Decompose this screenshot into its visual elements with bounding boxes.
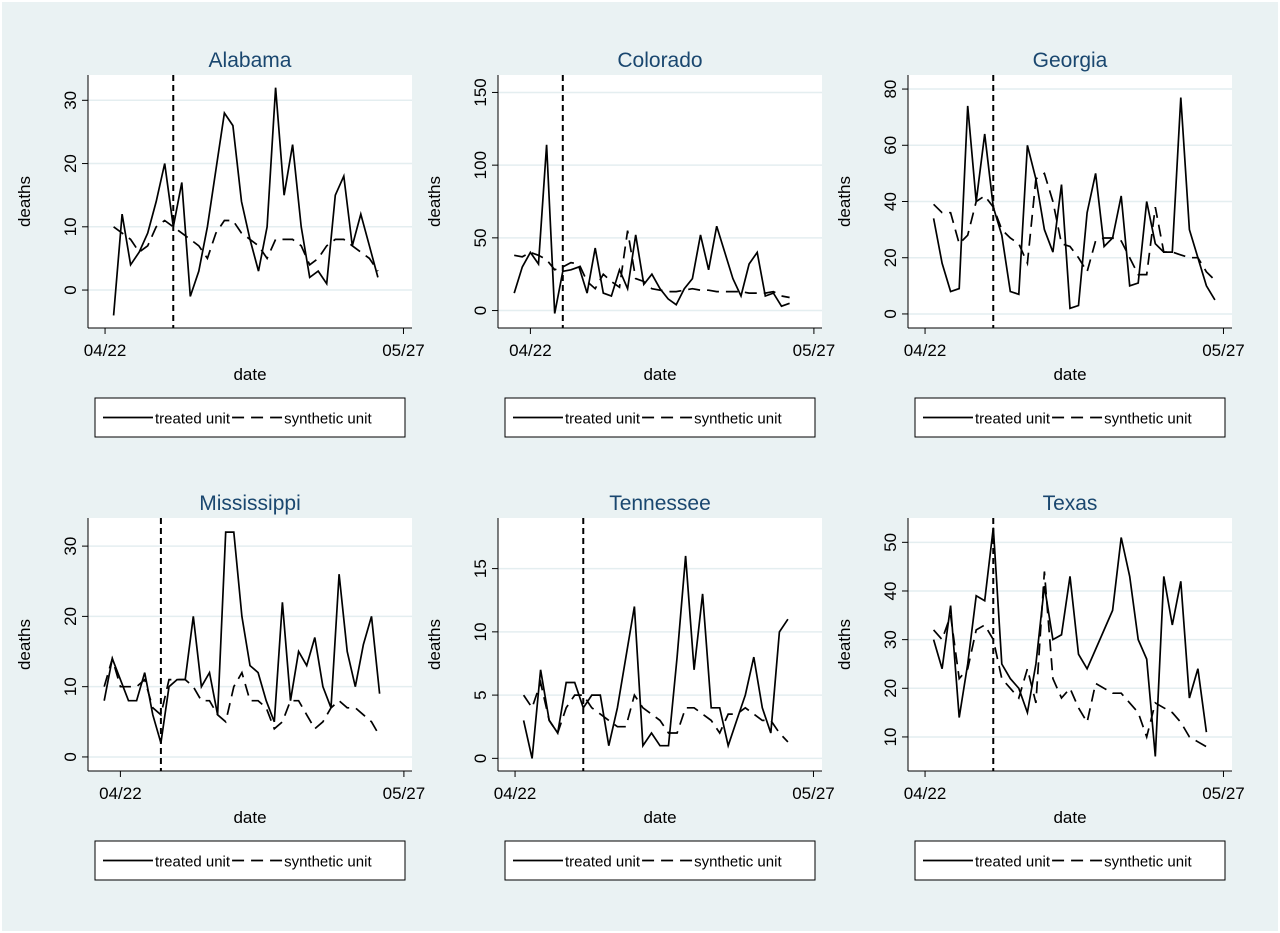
- x-axis-label: date: [233, 808, 266, 827]
- x-tick-label: 05/27: [1202, 341, 1245, 360]
- chart-title: Georgia: [1033, 49, 1108, 72]
- series-line: [112, 87, 379, 316]
- series-line: [514, 230, 790, 299]
- legend-label: treated unit: [975, 854, 1051, 871]
- x-tick-label: 05/27: [792, 784, 835, 803]
- x-axis-label: date: [233, 365, 266, 384]
- x-tick-label: 04/22: [509, 341, 552, 360]
- y-tick-label: 10: [471, 622, 490, 641]
- x-tick-label: 05/27: [383, 784, 426, 803]
- y-tick-label: 0: [881, 309, 900, 318]
- y-tick-label: 5: [471, 690, 490, 699]
- chart-title: Colorado: [617, 49, 702, 72]
- chart-title: Tennessee: [609, 492, 711, 515]
- plot-area: [498, 518, 822, 771]
- y-tick-label: 10: [61, 677, 80, 696]
- series-line: [932, 571, 1207, 748]
- x-axis-label: date: [1053, 365, 1086, 384]
- series-line: [933, 172, 1216, 281]
- y-tick-label: 50: [881, 533, 900, 552]
- legend-label: treated unit: [155, 411, 231, 428]
- y-axis-label: deaths: [15, 619, 34, 670]
- legend-label: treated unit: [565, 411, 641, 428]
- plot-area: [498, 75, 822, 328]
- series-line: [932, 97, 1216, 310]
- x-axis-label: date: [1053, 808, 1086, 827]
- y-tick-label: 40: [881, 582, 900, 601]
- plot-area: [88, 518, 412, 771]
- y-tick-label: 20: [881, 679, 900, 698]
- y-tick-label: 80: [881, 80, 900, 99]
- y-axis-label: deaths: [425, 176, 444, 227]
- y-tick-label: 30: [881, 630, 900, 649]
- y-axis-label: deaths: [15, 176, 34, 227]
- y-tick-label: 20: [61, 607, 80, 626]
- chart-title: Mississippi: [199, 492, 301, 515]
- y-tick-label: 10: [881, 727, 900, 746]
- x-tick-label: 04/22: [494, 784, 537, 803]
- legend-label: synthetic unit: [1104, 854, 1192, 871]
- y-tick-label: 50: [471, 228, 490, 247]
- series-line: [113, 219, 379, 272]
- x-tick-label: 04/22: [99, 784, 142, 803]
- series-line: [103, 531, 381, 744]
- x-tick-label: 04/22: [84, 341, 127, 360]
- chart-title: Alabama: [209, 49, 292, 72]
- legend-label: synthetic unit: [694, 854, 782, 871]
- series-line: [932, 527, 1208, 757]
- chart-title: Texas: [1043, 492, 1098, 515]
- y-tick-label: 30: [61, 91, 80, 110]
- series-line: [513, 144, 790, 314]
- y-tick-label: 0: [61, 285, 80, 294]
- y-axis-label: deaths: [835, 619, 854, 670]
- x-tick-label: 05/27: [1202, 784, 1245, 803]
- legend-label: synthetic unit: [1104, 411, 1192, 428]
- legend-label: synthetic unit: [284, 854, 372, 871]
- plot-area: [908, 518, 1232, 771]
- y-tick-label: 10: [61, 217, 80, 236]
- x-axis-label: date: [643, 808, 676, 827]
- y-tick-label: 0: [471, 306, 490, 315]
- y-tick-label: 150: [471, 78, 490, 106]
- y-tick-label: 0: [471, 754, 490, 763]
- x-tick-label: 04/22: [904, 341, 947, 360]
- series-line: [103, 655, 381, 737]
- legend-label: synthetic unit: [694, 411, 782, 428]
- y-tick-label: 0: [61, 752, 80, 761]
- legend-label: treated unit: [975, 411, 1051, 428]
- y-tick-label: 30: [61, 537, 80, 556]
- series-line: [522, 555, 789, 759]
- y-axis-label: deaths: [425, 619, 444, 670]
- legend-label: synthetic unit: [284, 411, 372, 428]
- y-axis-label: deaths: [835, 176, 854, 227]
- x-axis-label: date: [643, 365, 676, 384]
- x-tick-label: 04/22: [904, 784, 947, 803]
- legend-label: treated unit: [565, 854, 641, 871]
- y-tick-label: 60: [881, 136, 900, 155]
- y-tick-label: 40: [881, 192, 900, 211]
- x-tick-label: 05/27: [382, 341, 425, 360]
- legend-label: treated unit: [155, 854, 231, 871]
- plot-area: [88, 75, 412, 328]
- y-tick-label: 20: [881, 248, 900, 267]
- series-line: [522, 679, 789, 743]
- x-tick-label: 05/27: [793, 341, 836, 360]
- y-tick-label: 100: [471, 151, 490, 179]
- y-tick-label: 20: [61, 154, 80, 173]
- y-tick-label: 15: [471, 559, 490, 578]
